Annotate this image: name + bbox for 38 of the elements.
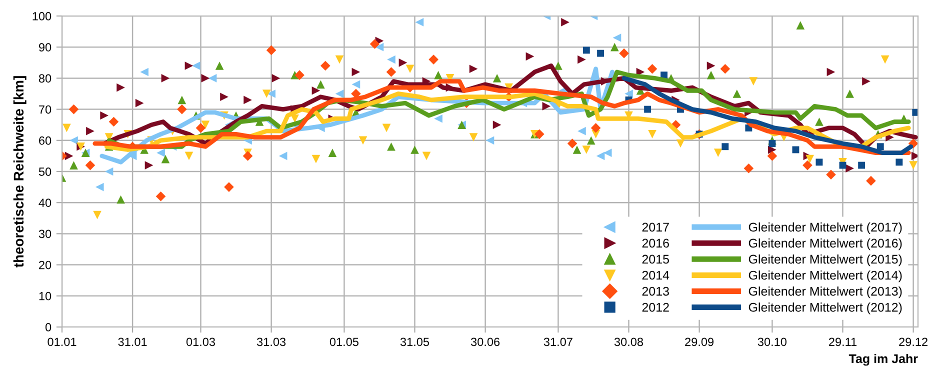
x-tick-label: 31.01 bbox=[118, 338, 147, 346]
y-tick-label: 90 bbox=[39, 43, 52, 52]
y-tick-label: 50 bbox=[38, 168, 52, 176]
y-tick-label: 40 bbox=[38, 198, 52, 207]
y-tick-label: 30 bbox=[38, 230, 52, 238]
legend-label: 2012 bbox=[642, 302, 669, 312]
legend-label: 2017 bbox=[642, 222, 669, 232]
x-tick-label: 29.11 bbox=[829, 338, 857, 346]
legend-label: 2014 bbox=[642, 270, 670, 280]
x-tick-label: 29.12 bbox=[899, 338, 928, 346]
legend-label: Gleitender Mittelwert (2013) bbox=[748, 286, 902, 298]
x-tick-label: 30.10 bbox=[758, 338, 787, 346]
x-tick-label: 01.03 bbox=[186, 338, 215, 346]
legend-label: Gleitender Mittelwert (2014) bbox=[748, 270, 902, 282]
y-tick-label: 100 bbox=[32, 12, 52, 20]
x-tick-label: 01.01 bbox=[48, 338, 76, 346]
y-tick-label: 10 bbox=[39, 292, 52, 300]
y-tick-label: 0 bbox=[45, 323, 52, 332]
legend-label: Gleitender Mittelwert (2015) bbox=[748, 254, 902, 266]
legend-label: Gleitender Mittelwert (2017) bbox=[748, 222, 902, 234]
y-axis-title: theoretische Reichweite [km] bbox=[13, 76, 26, 268]
y-tick-label: 20 bbox=[39, 260, 52, 270]
x-tick-label: 31.05 bbox=[400, 338, 430, 346]
x-tick-label: 29.09 bbox=[685, 338, 714, 346]
x-tick-label: 31.03 bbox=[256, 338, 286, 346]
legend-label: 2015 bbox=[642, 254, 669, 264]
legend-label: Gleitender Mittelwert (2016) bbox=[748, 238, 902, 250]
legend-label: Gleitender Mittelwert (2012) bbox=[748, 302, 902, 314]
x-tick-label: 30.06 bbox=[470, 338, 500, 346]
y-tick-label: 70 bbox=[39, 105, 52, 114]
x-axis-title: Tag im Jahr bbox=[848, 354, 918, 366]
y-tick-label: 60 bbox=[39, 136, 52, 145]
legend-label: 2016 bbox=[642, 238, 669, 248]
x-tick-label: 30.08 bbox=[614, 338, 644, 346]
x-tick-label: 31.07 bbox=[544, 338, 572, 346]
y-tick-label: 80 bbox=[38, 74, 52, 83]
legend-label: 2013 bbox=[642, 286, 669, 296]
x-tick-label: 01.05 bbox=[330, 338, 358, 346]
